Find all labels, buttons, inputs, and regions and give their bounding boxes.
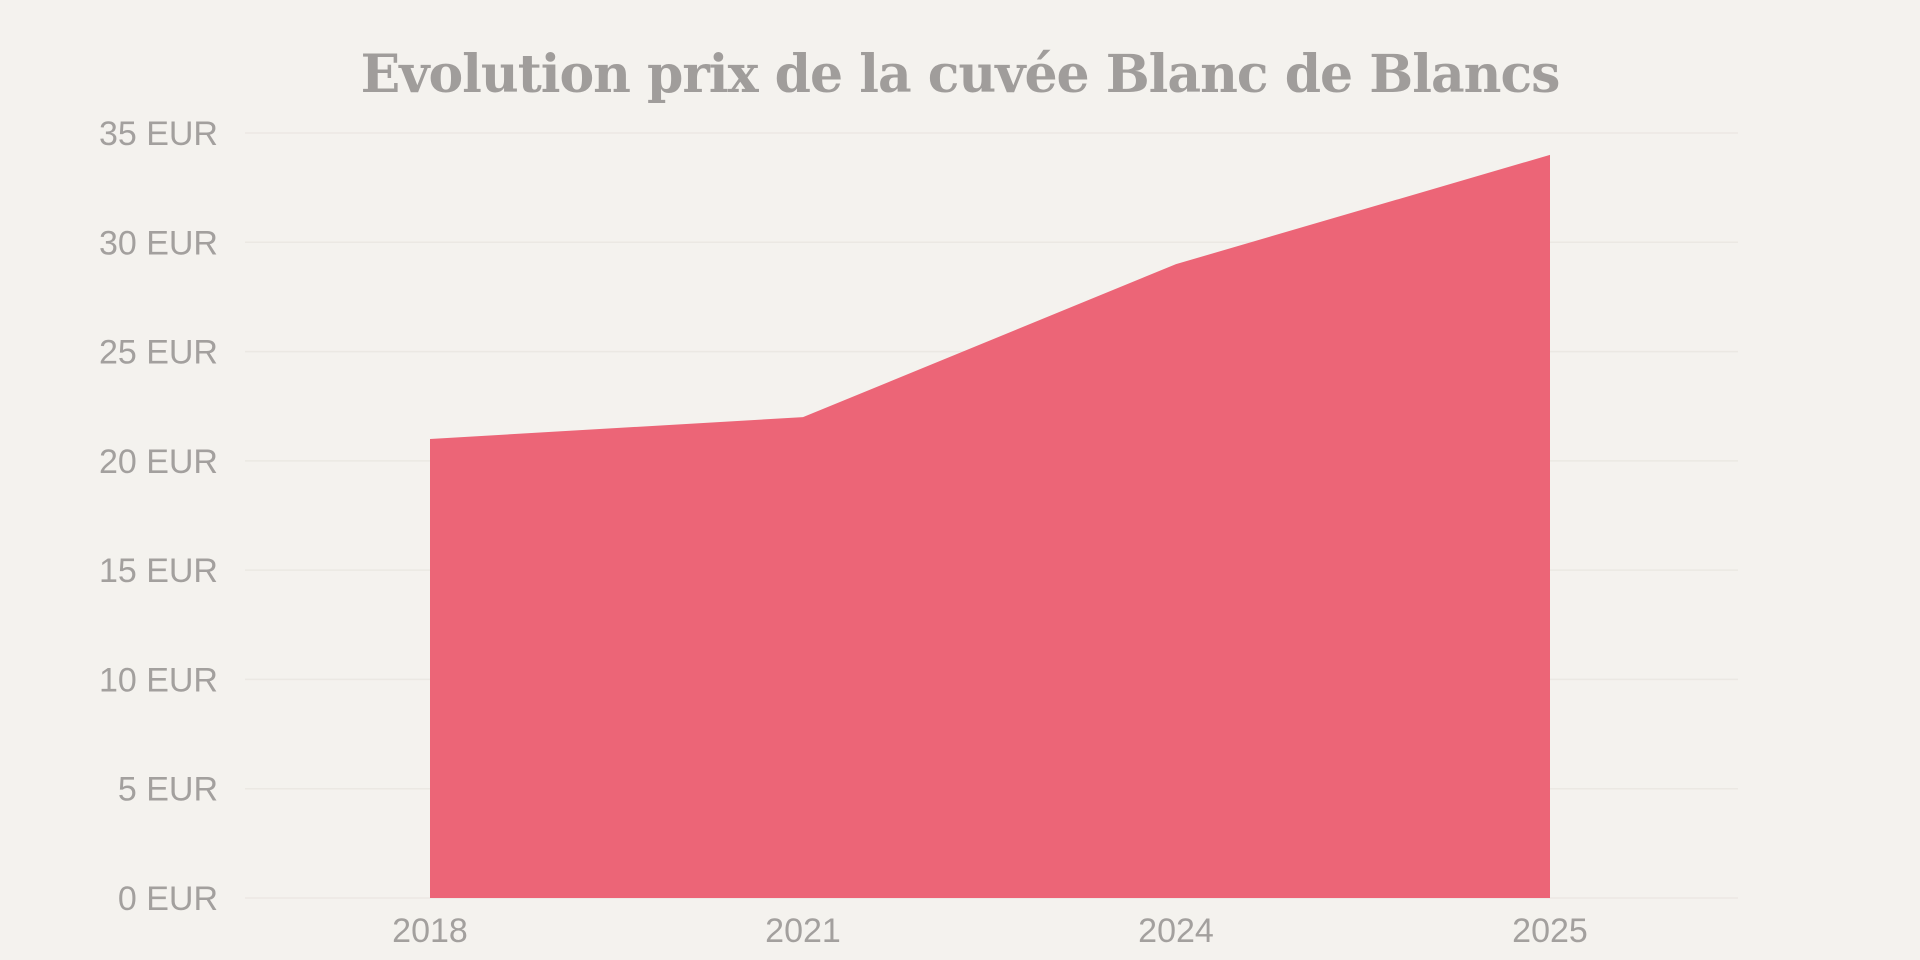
y-tick-label: 10 EUR — [99, 661, 218, 699]
chart-title: Evolution prix de la cuvée Blanc de Blan… — [361, 44, 1560, 105]
x-tick-label: 2018 — [392, 912, 468, 950]
y-tick-label: 30 EUR — [99, 224, 218, 262]
y-tick-label: 0 EUR — [118, 880, 218, 918]
x-tick-label: 2024 — [1138, 912, 1214, 950]
y-tick-label: 5 EUR — [118, 771, 218, 809]
x-axis-ticks: 2018 2021 2024 2025 — [392, 912, 1588, 950]
y-axis-ticks: 0 EUR 5 EUR 10 EUR 15 EUR 20 EUR 25 EUR 30 EUR… — [99, 115, 218, 918]
y-tick-label: 35 EUR — [99, 115, 218, 153]
area-fill — [430, 154, 1550, 898]
y-tick-label: 25 EUR — [99, 334, 218, 372]
x-tick-label: 2025 — [1512, 912, 1588, 950]
y-tick-label: 20 EUR — [99, 443, 218, 481]
y-tick-label: 15 EUR — [99, 552, 218, 590]
x-tick-label: 2021 — [765, 912, 841, 950]
area-series — [429, 154, 1551, 898]
